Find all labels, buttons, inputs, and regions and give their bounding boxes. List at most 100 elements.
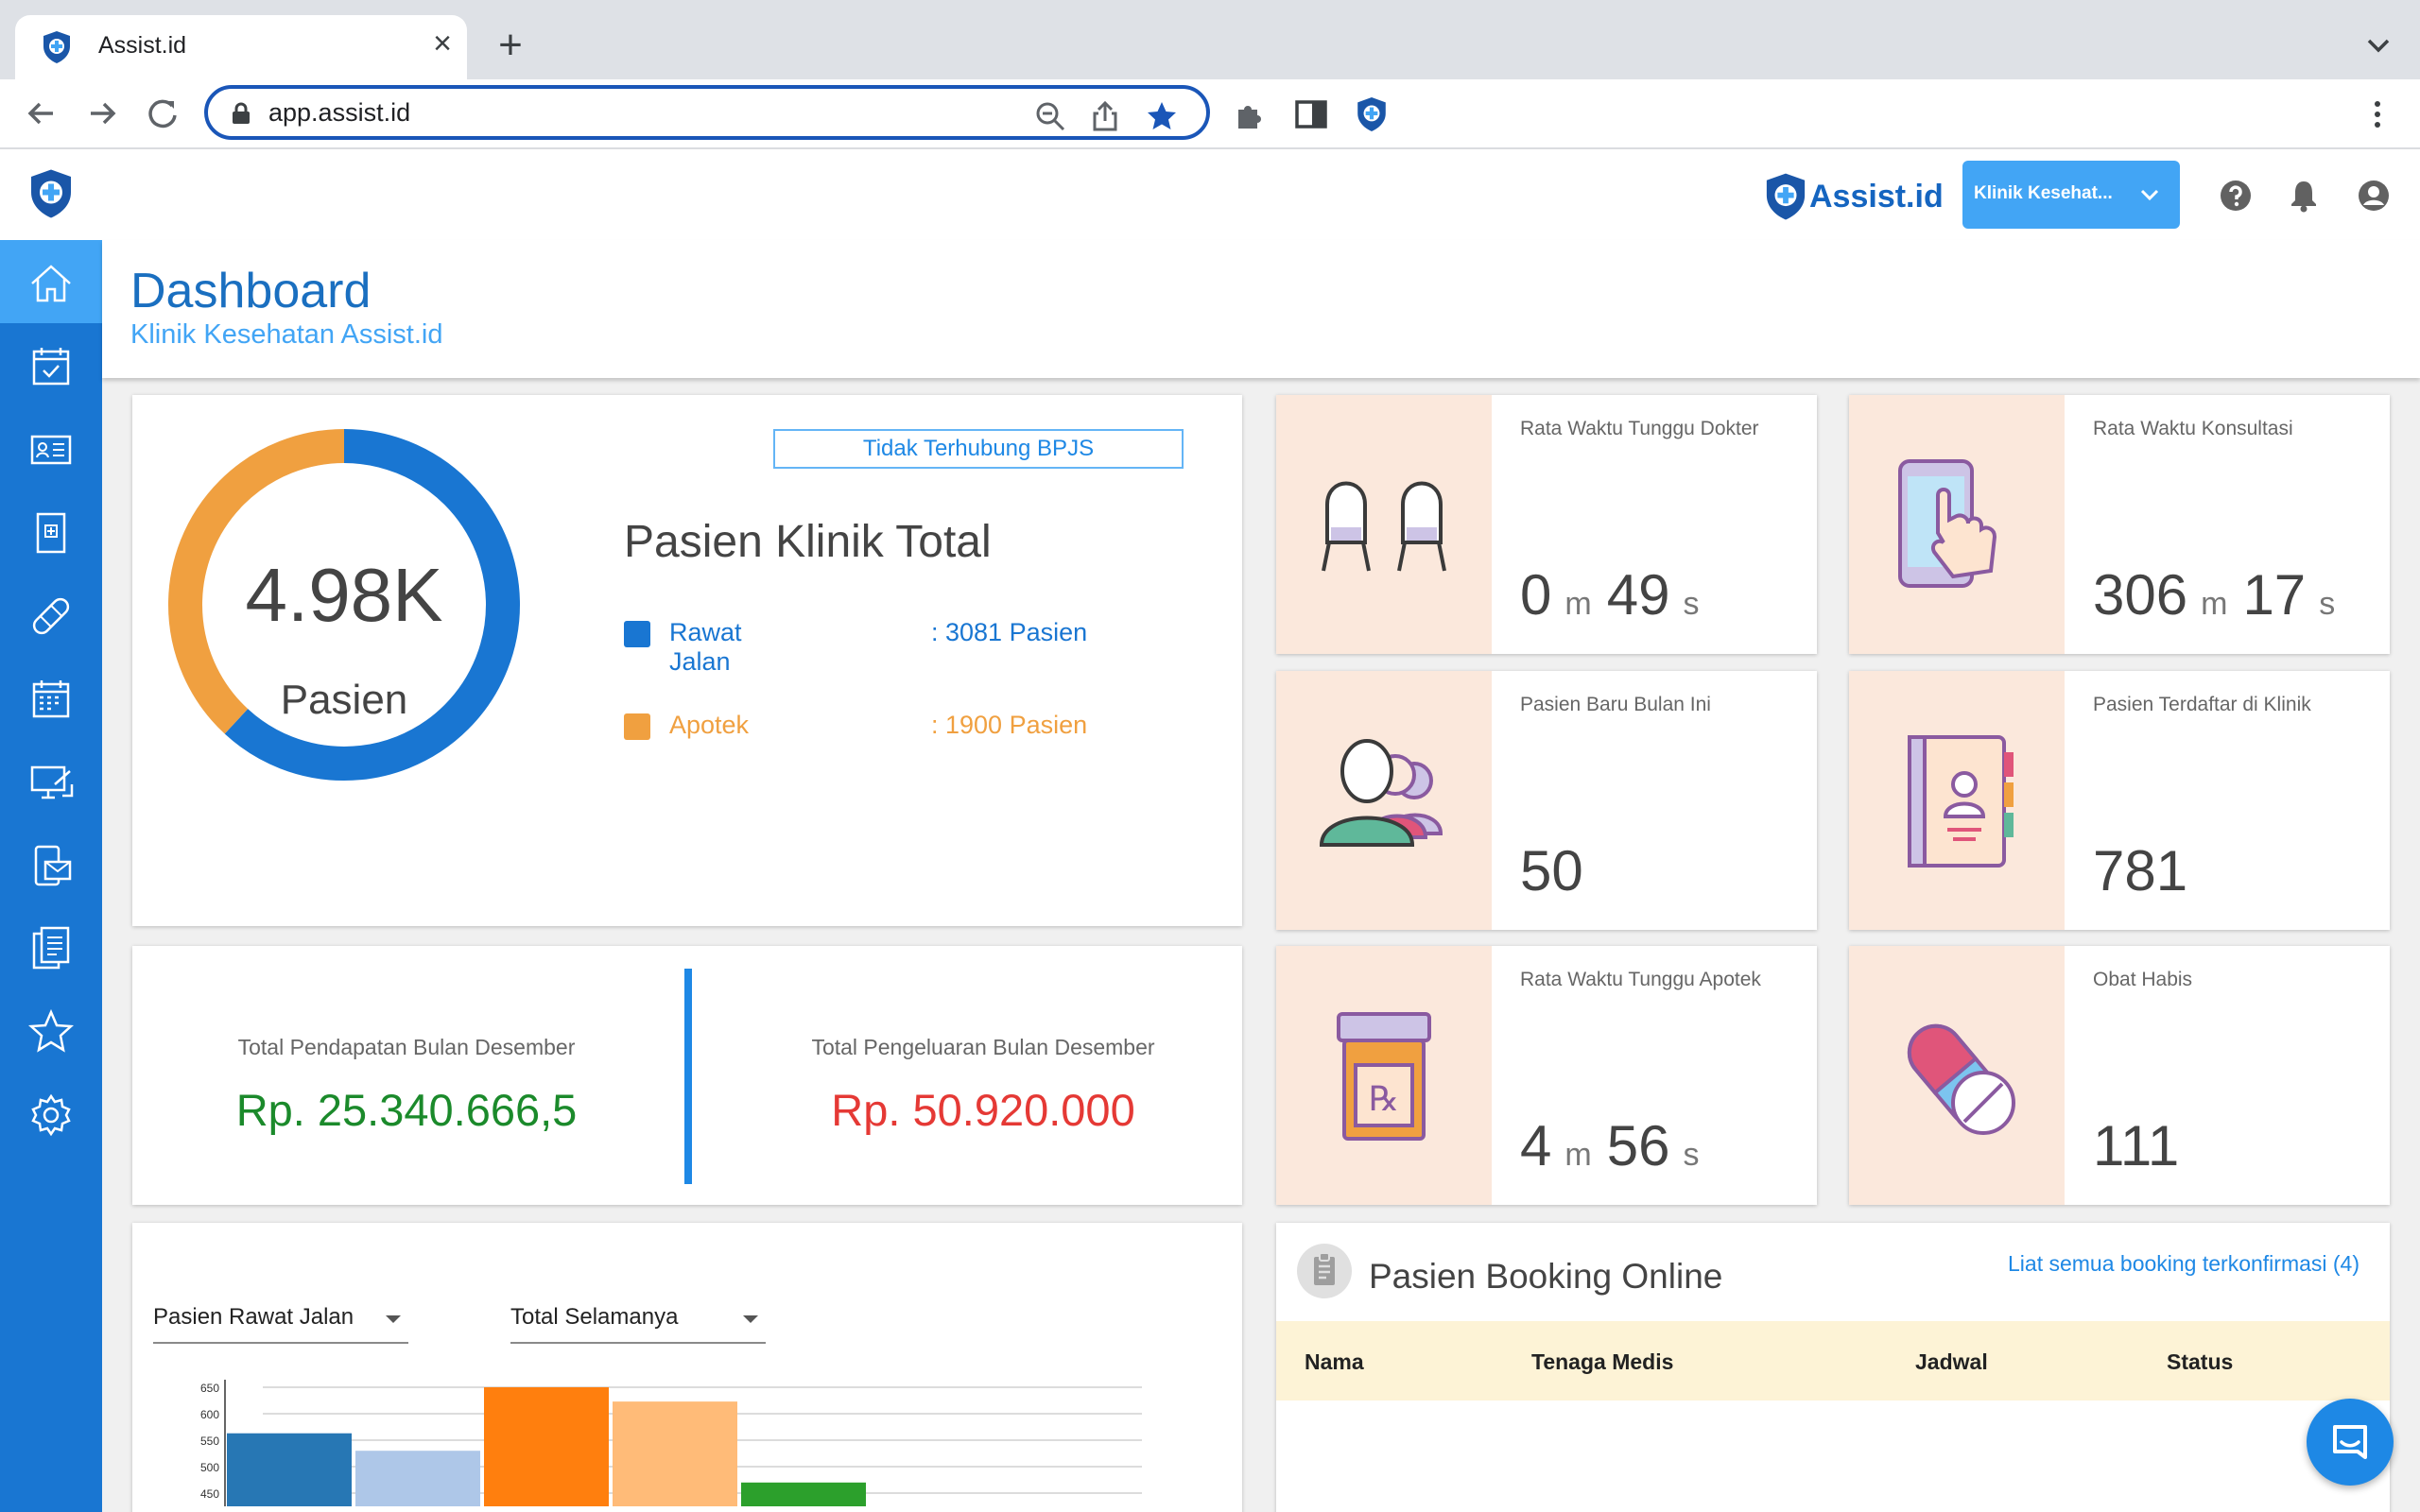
- account-icon[interactable]: [2356, 178, 2392, 214]
- seconds-value: 17: [2242, 563, 2307, 627]
- donut-svg: [168, 429, 520, 781]
- clipboard-glyph: [1314, 1252, 1335, 1285]
- seconds-unit: s: [1683, 586, 1700, 622]
- legend-value: : 3081 Pasien: [931, 618, 1088, 646]
- y-tick-label: 550: [200, 1435, 219, 1448]
- side-panel-icon[interactable]: [1293, 96, 1329, 132]
- column-header-name[interactable]: Nama: [1305, 1349, 1364, 1374]
- assist-shield-icon: [43, 31, 70, 63]
- zoom-icon[interactable]: [1034, 100, 1066, 132]
- assist-extension-icon[interactable]: [1354, 96, 1390, 132]
- brand-shield-icon: [1766, 173, 1806, 220]
- sidebar-item-telemedicine[interactable]: [0, 739, 102, 822]
- sidebar-item-messages[interactable]: [0, 822, 102, 905]
- mail-icon: [34, 845, 72, 886]
- minutes-unit: m: [2201, 586, 2228, 622]
- column-header-medical-staff[interactable]: Tenaga Medis: [1531, 1349, 1674, 1374]
- y-tick-label: 600: [200, 1408, 219, 1421]
- stat-card-consult-time: Rata Waktu Konsultasi 306 m 17 s: [1849, 395, 2390, 654]
- booking-card: Pasien Booking Online Liat semua booking…: [1276, 1223, 2390, 1512]
- waiting-chairs-icon: [1322, 481, 1446, 572]
- chart-bar[interactable]: [741, 1482, 866, 1506]
- patients-donut-chart: 4.98K Pasien: [168, 429, 520, 781]
- legend-name: Apotek: [669, 711, 750, 739]
- column-header-schedule[interactable]: Jadwal: [1915, 1349, 1988, 1374]
- chart-bar[interactable]: [484, 1387, 609, 1506]
- share-icon[interactable]: [1089, 100, 1121, 132]
- schedule-icon: [32, 680, 70, 718]
- legend-swatch: [624, 713, 650, 740]
- stat-label: Rata Waktu Konsultasi: [2093, 418, 2293, 439]
- star-icon: [27, 1008, 75, 1053]
- clinic-selector[interactable]: Klinik Kesehat...: [1962, 161, 2180, 229]
- minutes-value: 0: [1520, 563, 1552, 627]
- expense-value: Rp. 50.920.000: [831, 1085, 1135, 1135]
- address-bar[interactable]: app.assist.id: [204, 85, 1210, 140]
- bpjs-status-badge[interactable]: Tidak Terhubung BPJS: [773, 429, 1184, 469]
- id-card-icon: [30, 435, 72, 465]
- brand-logo: Assist.id: [1764, 170, 1944, 223]
- bookmark-star-icon[interactable]: [1146, 100, 1178, 132]
- y-tick-label: 650: [200, 1382, 219, 1395]
- stat-value: 111: [2093, 1114, 2180, 1177]
- sidebar-item-settings[interactable]: [0, 1072, 102, 1155]
- browser-tab[interactable]: Assist.id ×: [15, 15, 467, 79]
- stat-illustration: [1276, 395, 1492, 654]
- stat-value: 781: [2093, 839, 2188, 902]
- stat-label: Pasien Baru Bulan Ini: [1520, 694, 1711, 715]
- chevron-down-icon: [2140, 189, 2159, 201]
- minutes-value: 306: [2093, 563, 2188, 627]
- new-tab-icon[interactable]: +: [498, 22, 523, 68]
- clipboard-icon: [1297, 1244, 1352, 1298]
- sidebar-item-home[interactable]: [0, 240, 102, 323]
- notification-bell-icon[interactable]: [2286, 178, 2322, 214]
- reload-icon[interactable]: [142, 93, 183, 134]
- stat-illustration: ℞: [1276, 946, 1492, 1205]
- stat-illustration: [1849, 946, 2065, 1205]
- chevron-down-icon[interactable]: [2360, 26, 2397, 64]
- browser-menu-icon[interactable]: [2360, 96, 2395, 132]
- sidebar-item-reviews[interactable]: [0, 988, 102, 1072]
- url-text: app.assist.id: [268, 98, 411, 127]
- page-subtitle: Klinik Kesehatan Assist.id: [130, 319, 443, 350]
- stat-value: 0 m 49 s: [1520, 562, 1714, 627]
- stat-value: 306 m 17 s: [2093, 562, 2350, 627]
- seconds-unit: s: [1683, 1137, 1700, 1173]
- legend-name: Rawat Jalan: [669, 618, 742, 676]
- sidebar-item-schedule[interactable]: [0, 656, 102, 739]
- chart-bar[interactable]: [355, 1451, 480, 1506]
- chart-bar[interactable]: [613, 1401, 737, 1506]
- minutes-unit: m: [1564, 586, 1592, 622]
- help-icon[interactable]: [2218, 178, 2254, 214]
- lock-icon: [233, 102, 250, 124]
- sidebar-item-reports[interactable]: [0, 905, 102, 988]
- column-header-status[interactable]: Status: [2167, 1349, 2234, 1374]
- stat-illustration: [1849, 671, 2065, 930]
- close-tab-icon[interactable]: ×: [433, 26, 452, 61]
- app-logo-icon[interactable]: [28, 168, 74, 219]
- booking-table-header: Nama Tenaga Medis Jadwal Status: [1276, 1321, 2390, 1400]
- view-all-bookings-link[interactable]: Liat semua booking terkonfirmasi (4): [2008, 1251, 2360, 1276]
- sidebar-item-appointments[interactable]: [0, 323, 102, 406]
- patient-type-dropdown[interactable]: Pasien Rawat Jalan: [153, 1295, 408, 1344]
- forward-arrow-icon[interactable]: [81, 93, 123, 134]
- sidebar-item-medical-records[interactable]: [0, 490, 102, 573]
- chat-button[interactable]: [2307, 1399, 2394, 1486]
- chart-bar[interactable]: [227, 1433, 352, 1506]
- extensions-icon[interactable]: [1233, 96, 1269, 132]
- stat-value: 4 m 56 s: [1520, 1113, 1714, 1178]
- back-arrow-icon[interactable]: [21, 93, 62, 134]
- page-header: Dashboard Klinik Kesehatan Assist.id: [102, 240, 2420, 378]
- minutes-value: 4: [1520, 1114, 1552, 1177]
- minutes-unit: m: [1564, 1137, 1592, 1173]
- patients-total-card: Tidak Terhubung BPJS 4.98K Pasien Pasien…: [132, 395, 1242, 926]
- seconds-value: 49: [1606, 563, 1670, 627]
- period-dropdown[interactable]: Total Selamanya: [510, 1295, 766, 1344]
- stat-label: Rata Waktu Tunggu Apotek: [1520, 969, 1761, 990]
- stat-label: Rata Waktu Tunggu Dokter: [1520, 418, 1759, 439]
- home-icon: [31, 265, 71, 302]
- stat-card-out-of-stock: Obat Habis 111: [1849, 946, 2390, 1205]
- sidebar-item-patients[interactable]: [0, 406, 102, 490]
- sidebar-item-treatments[interactable]: [0, 573, 102, 656]
- address-book-icon: [1908, 735, 2014, 868]
